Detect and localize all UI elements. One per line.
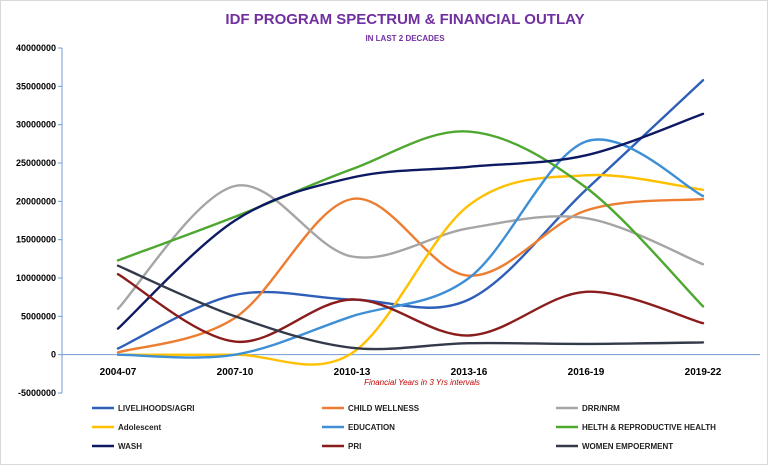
series-line-pri [116,273,705,343]
series-line-women-empoerment [116,264,705,351]
y-tick-label: 5000000 [21,311,56,321]
x-tick-label: 2010-13 [334,367,371,378]
series-line-education [116,138,705,359]
legend: LIVELIHOODS/AGRI CHILD WELLNESS DRR/NRM Ado… [92,404,716,451]
x-tick-label: 2013-16 [451,367,488,378]
x-tick-label: 2007-10 [217,367,254,378]
series-line-livelihoods-agri [116,79,705,350]
x-tick-label: 2016-19 [568,367,605,378]
y-tick-label: 10000000 [16,273,56,283]
series-lines [116,79,705,366]
y-tick-label: 40000000 [16,43,56,53]
y-tick-label: 30000000 [16,120,56,130]
legend-label: CHILD WELLNESS [348,404,420,413]
x-tick-label: 2004-07 [100,367,137,378]
legend-label: WOMEN EMPOERMENT [582,442,673,451]
y-tick-label: 20000000 [16,196,56,206]
y-tick-label: 0 [51,350,56,360]
y-tick-label: -5000000 [18,388,56,398]
chart-title: IDF PROGRAM SPECTRUM & FINANCIAL OUTLAY [225,11,584,28]
legend-label: DRR/NRM [582,404,620,413]
x-tick-label: 2019-22 [685,367,722,378]
y-tick-label: 35000000 [16,81,56,91]
series-line-wash [116,112,705,330]
legend-label: LIVELIHOODS/AGRI [118,404,194,413]
legend-label: PRI [348,442,361,451]
legend-label: EDUCATION [348,423,395,432]
y-tick-label: 25000000 [16,158,56,168]
legend-label: WASH [118,442,142,451]
legend-label: HELTH & REPRODUCTIVE HEALTH [582,423,716,432]
y-tick-label: 15000000 [16,235,56,245]
chart-subtitle: IN LAST 2 DECADES [365,34,445,43]
legend-label: Adolescent [118,423,161,432]
series-line-child-wellness [116,197,705,354]
x-axis-label: Financial Years in 3 Yrs intervals [364,378,480,387]
y-axis: -5000000 0 5000000 10000000 15000000 20000000… [16,43,63,398]
series-line-drr-nrm [116,184,705,310]
series-line-helth-reproductive-health [116,130,705,308]
